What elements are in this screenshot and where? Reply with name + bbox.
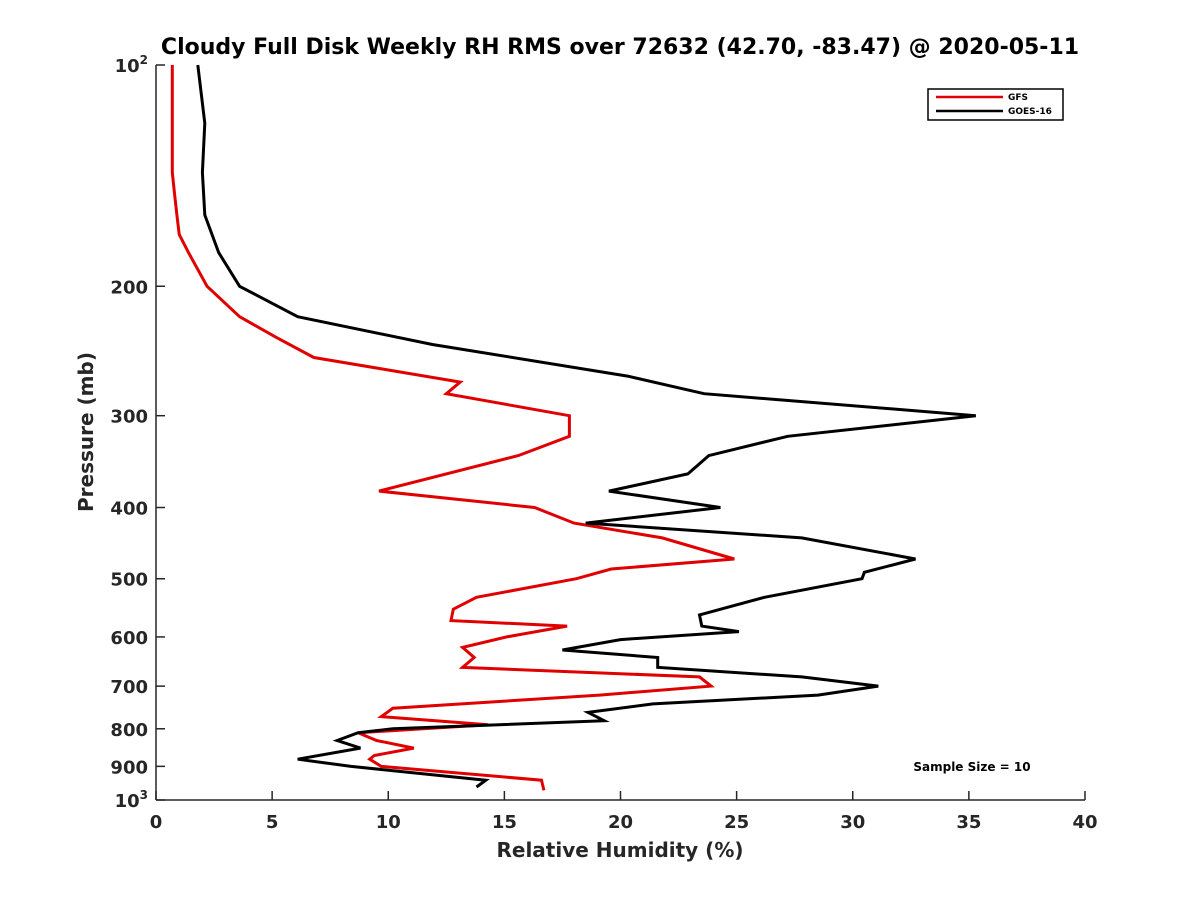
x-tick-label: 20 [608,812,633,833]
y-tick-label: 800 [110,720,148,741]
y-tick-label: 700 [110,677,148,698]
x-tick-label: 0 [150,812,163,833]
legend: GFS GOES-16 [927,88,1064,121]
y-tick-label: 500 [110,570,148,591]
y-tick-label: 200 [110,277,148,298]
y-tick-base: 10 [115,56,140,77]
legend-box [927,88,1064,121]
y-tick-base: 10 [115,791,140,812]
x-tick-label: 30 [840,812,865,833]
x-axis-label: Relative Humidity (%) [496,838,743,862]
series-line-1 [196,64,976,789]
y-tick-label: 600 [110,628,148,649]
y-axis-label: Pressure (mb) [74,352,98,512]
y-tick-label: 103 [115,788,148,812]
y-tick-label: 400 [110,499,148,520]
x-tick-label: 35 [956,812,981,833]
sample-size-annotation: Sample Size = 10 [913,760,1030,774]
series-line-0 [170,65,735,791]
x-tick-label: 40 [1072,812,1097,833]
x-tick-label: 10 [376,812,401,833]
plot-area [170,64,976,791]
legend-label-0: GFS [1008,93,1028,103]
x-tick-label: 15 [492,812,517,833]
x-tick-label: 25 [724,812,749,833]
y-tick-exponent: 2 [140,53,148,67]
y-tick-label: 900 [110,757,148,778]
y-tick-label: 300 [110,407,148,428]
chart-title: Cloudy Full Disk Weekly RH RMS over 7263… [161,35,1079,60]
y-tick-label: 102 [115,53,148,77]
x-tick-label: 5 [266,812,279,833]
axes: 0 5 10 15 20 25 30 35 40102200300400500600700800… [110,53,1097,833]
y-tick-exponent: 3 [140,788,148,802]
legend-label-1: GOES-16 [1008,107,1052,117]
